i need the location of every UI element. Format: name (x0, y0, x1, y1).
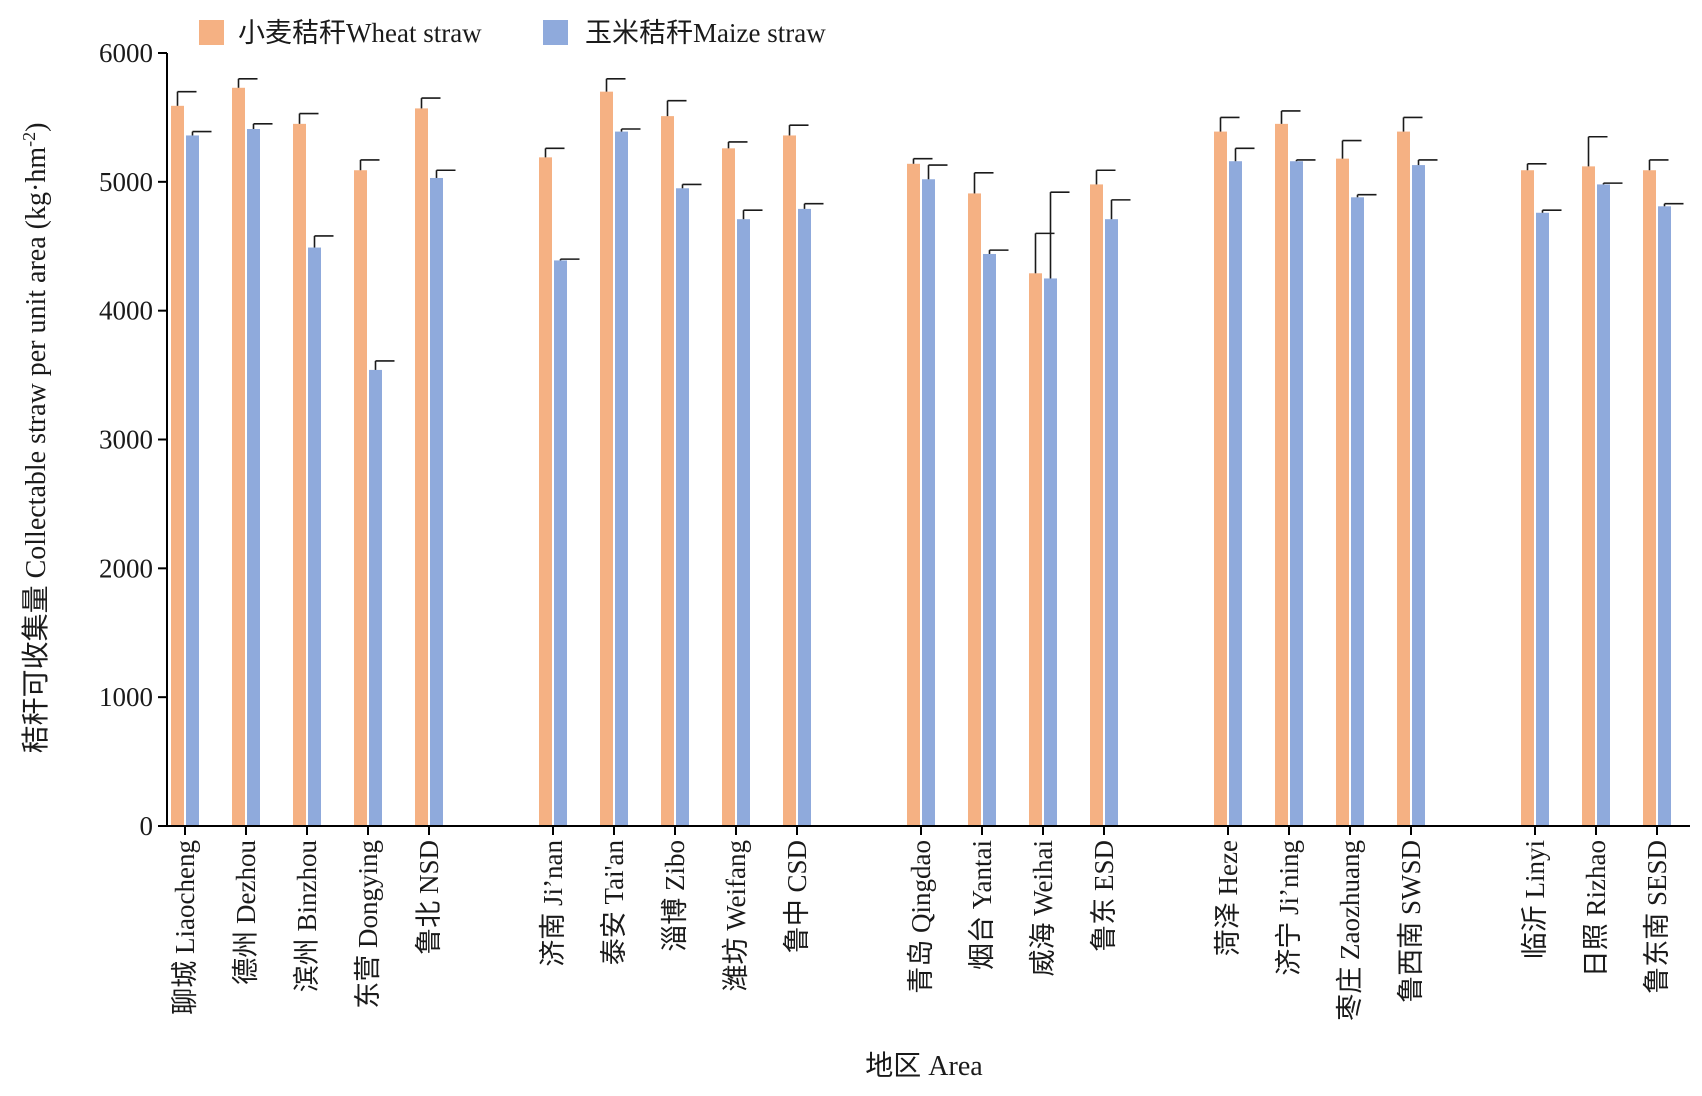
bar-maize (369, 369, 382, 826)
x-category-label: 济南 Ji’nan (538, 840, 568, 967)
bar-wheat (171, 105, 184, 827)
bar-maize (1412, 165, 1425, 826)
x-category-label: 滨州 Binzhou (292, 840, 322, 993)
bar-wheat (232, 87, 245, 826)
bar-maize (1229, 161, 1242, 827)
bar-wheat (1397, 131, 1410, 827)
legend: 小麦秸秆Wheat straw 玉米秸秆Maize straw (199, 18, 826, 48)
bar-maize (247, 129, 260, 827)
y-axis-title-main: 秸秆可收集量 Collectable straw per unit area (… (20, 147, 52, 754)
x-category-label: 青岛 Qingdao (906, 840, 936, 994)
bar-wheat (968, 193, 981, 826)
x-category-label: 鲁西南 SWSD (1396, 840, 1426, 1003)
legend-swatch-maize (543, 20, 568, 45)
x-category-label: 烟台 Yantai (967, 840, 997, 970)
bar-wheat (907, 163, 920, 827)
x-category-label: 威海 Weihai (1028, 840, 1058, 977)
bar-maize (1351, 197, 1364, 826)
x-category-label: 淄博 Zibo (660, 840, 690, 952)
x-category-label: 鲁东南 SESD (1642, 840, 1672, 994)
y-axis-title: 秸秆可收集量 Collectable straw per unit area (… (19, 123, 52, 754)
bar-maize (922, 179, 935, 827)
bar-wheat (1643, 170, 1656, 826)
bar-wheat (539, 157, 552, 827)
y-tick-label: 1000 (99, 682, 153, 712)
bar-maize (798, 208, 811, 827)
y-tick-label: 5000 (99, 167, 153, 197)
bar-maize (430, 177, 443, 827)
bar-maize (1658, 206, 1671, 827)
bar-wheat (293, 123, 306, 826)
bar-maize (737, 219, 750, 826)
y-tick-label: 4000 (99, 296, 153, 326)
x-category-label: 聊城 Liaocheng (170, 840, 200, 1015)
bar-wheat (1336, 158, 1349, 827)
legend-swatch-wheat (199, 20, 224, 45)
bar-maize (554, 260, 567, 827)
bar-wheat (1582, 166, 1595, 826)
x-category-label: 济宁 Ji’ning (1274, 840, 1304, 976)
bar-maize (1044, 278, 1057, 826)
plot-area (171, 77, 1684, 827)
bar-wheat (1275, 123, 1288, 826)
bar-maize (615, 131, 628, 827)
bar-maize (983, 253, 996, 827)
bar-maize (1290, 161, 1303, 827)
bar-wheat (1521, 170, 1534, 826)
x-category-label: 菏泽 Heze (1213, 840, 1243, 956)
x-axis-title: 地区 Area (865, 1050, 983, 1082)
y-tick-label: 0 (140, 811, 154, 841)
bar-wheat (415, 108, 428, 827)
bar-wheat (600, 91, 613, 826)
bar-wheat (1214, 131, 1227, 827)
x-category-label: 日照 Rizhao (1581, 840, 1611, 977)
y-tick-label: 3000 (99, 425, 153, 455)
bar-wheat (722, 148, 735, 826)
y-axis-ticks: 0 1000 2000 3000 4000 5000 6000 (99, 38, 167, 841)
y-tick-label: 2000 (99, 553, 153, 583)
x-category-label: 潍坊 Weifang (721, 840, 751, 992)
bar-maize (308, 247, 321, 826)
bar-maize (1105, 219, 1118, 826)
bar-maize (676, 188, 689, 826)
x-category-label: 临沂 Linyi (1520, 840, 1550, 959)
x-category-label: 鲁中 CSD (782, 840, 812, 953)
bar-wheat (354, 170, 367, 826)
legend-label-maize: 玉米秸秆Maize straw (585, 18, 826, 48)
x-category-label: 鲁东 ESD (1089, 840, 1119, 952)
x-axis-category-labels: 聊城 Liaocheng 德州 Dezhou 滨州 Binzhou 东营 Dongyi… (170, 826, 1672, 1021)
x-category-label: 东营 Dongying (353, 840, 383, 1009)
x-category-label: 德州 Dezhou (231, 840, 261, 985)
x-category-label: 泰安 Tai'an (599, 840, 629, 966)
y-tick-label: 6000 (99, 38, 153, 68)
y-axis-title-sup: -2 (19, 132, 39, 147)
bar-wheat (1090, 184, 1103, 826)
bar-maize (1597, 184, 1610, 826)
bar-wheat (661, 116, 674, 826)
bar-maize (186, 135, 199, 826)
legend-label-wheat: 小麦秸秆Wheat straw (238, 18, 482, 48)
x-category-label: 枣庄 Zaozhuang (1335, 840, 1365, 1021)
y-axis-title-end: ) (21, 123, 52, 132)
bar-wheat (1029, 273, 1042, 826)
bar-maize (1536, 212, 1549, 827)
bar-wheat (783, 135, 796, 826)
x-category-label: 鲁北 NSD (414, 840, 444, 955)
